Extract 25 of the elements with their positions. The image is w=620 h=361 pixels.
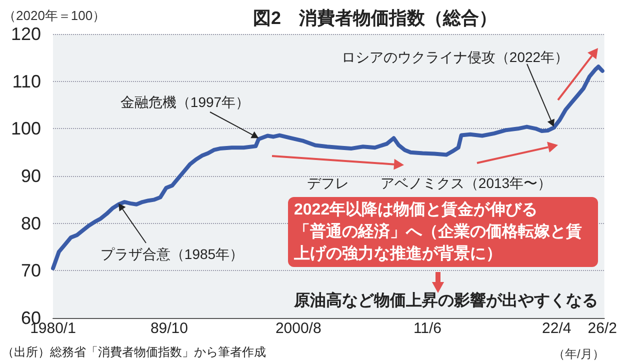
annotation: 原油高など物価上昇の影響が出やすくなる xyxy=(293,290,598,310)
line-series xyxy=(51,64,604,270)
x-tick-label: 11/6 xyxy=(413,320,442,337)
chart-title: 図2 消費者物価指数（総合） xyxy=(252,8,498,28)
annotation: 上げの強力な推進が背景に） xyxy=(293,244,502,262)
x-tick-label: 26/2 xyxy=(588,320,618,337)
x-tick-label: 89/10 xyxy=(150,320,188,337)
x-tick-label: 2000/8 xyxy=(275,320,322,337)
y-tick-label: 100 xyxy=(10,118,41,139)
x-axis-title: （年/月） xyxy=(552,347,604,361)
annotation: プラザ合意（1985年） xyxy=(100,246,244,262)
y-tick-label: 90 xyxy=(20,166,41,186)
annotation: デフレ xyxy=(307,175,349,191)
y-tick-label: 120 xyxy=(10,24,41,44)
annotation: ロシアのウクライナ侵攻（2022年） xyxy=(341,49,569,65)
y-tick-label: 70 xyxy=(20,260,41,281)
text: （出所）総務省「消費者物価指数」から筆者作成 xyxy=(2,345,266,359)
y-axis-title: （2020年＝100） xyxy=(3,8,106,23)
annotation: アベノミクス（2013年〜） xyxy=(380,175,552,191)
annotation: 金融危機（1997年） xyxy=(120,94,250,110)
y-tick-label: 110 xyxy=(12,71,41,92)
annotation: 2022年以降は物価と賃金が伸びる xyxy=(294,200,538,218)
y-tick-label: 80 xyxy=(20,213,41,234)
annotation: 「普通の経済」へ（企業の価格転嫁と賃 xyxy=(294,222,582,240)
x-tick-label: 22/4 xyxy=(542,320,572,337)
